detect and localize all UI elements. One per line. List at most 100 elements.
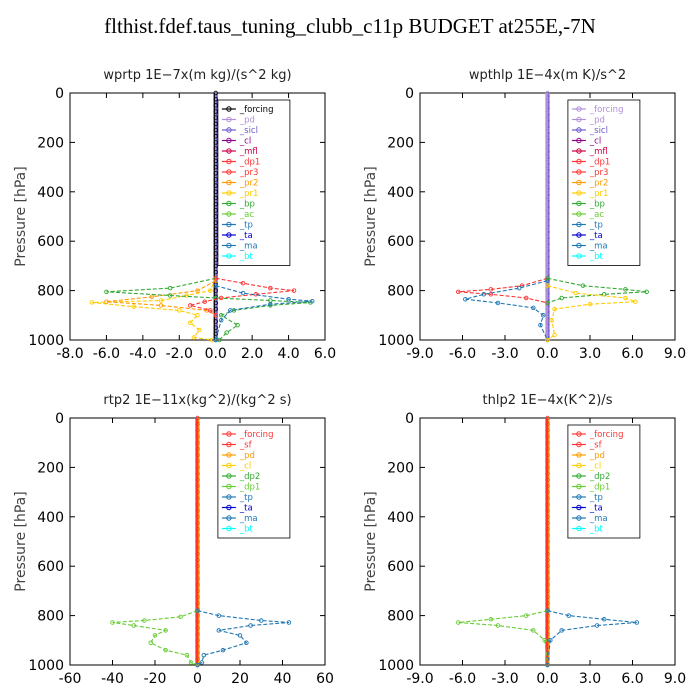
legend-label: _pr1 <box>239 189 259 199</box>
zero-line-marker <box>545 325 550 330</box>
legend-label: _pr3 <box>239 168 259 178</box>
y-tick-label: 0 <box>405 411 414 427</box>
series-point-dp1 <box>131 623 136 628</box>
legend-label: _sicl <box>589 126 608 136</box>
legend-label: _ma <box>589 514 608 524</box>
zero-line-marker <box>545 109 550 114</box>
zero-line-marker <box>545 331 550 337</box>
y-tick-label: 400 <box>37 185 64 201</box>
series-point-tp <box>545 662 550 668</box>
series-point-dp1 <box>188 660 194 665</box>
series-point-bp <box>104 289 109 295</box>
x-tick-label: -3.0 <box>491 671 518 687</box>
y-tick-label: 800 <box>387 284 414 300</box>
series-point-tp <box>228 308 233 313</box>
legend-marker <box>226 127 232 133</box>
x-tick-label: -9.0 <box>406 671 433 687</box>
series-point-pr1 <box>207 288 213 293</box>
plot-frame <box>69 92 326 341</box>
legend-marker <box>226 211 232 217</box>
series-point-tp <box>310 298 315 304</box>
zero-line-marker <box>195 415 200 421</box>
series-point-tp <box>634 620 640 625</box>
series-point-pr1 <box>195 313 200 318</box>
legend-label: _mfl <box>239 147 258 157</box>
series-point-pr1 <box>545 283 550 288</box>
zero-line-marker <box>545 483 550 489</box>
series-point-dp1 <box>184 652 190 658</box>
series-line-pr1 <box>91 278 217 341</box>
zero-line-marker <box>545 245 550 250</box>
legend-label: _cl <box>589 462 601 472</box>
zero-line-marker <box>545 428 550 433</box>
series-point-dp1 <box>495 623 501 628</box>
series-point-pr1 <box>573 290 579 296</box>
zero-line-marker <box>545 471 550 476</box>
series-point-pr1 <box>549 317 555 323</box>
zero-line-marker <box>545 545 550 550</box>
series-point-pr1 <box>184 293 189 298</box>
legend-marker <box>576 148 582 154</box>
legend-marker <box>226 494 232 500</box>
legend-marker <box>576 525 582 532</box>
y-tick-label: 200 <box>37 135 64 151</box>
series-point-pr2 <box>158 303 164 308</box>
zero-line-marker <box>545 269 550 275</box>
series-line-tp <box>546 610 637 666</box>
series-point-pr2 <box>195 288 200 293</box>
zero-line-marker <box>545 459 550 464</box>
zero-line-marker <box>545 238 550 244</box>
legend-label: _bt <box>589 525 604 535</box>
y-tick-label: 1000 <box>378 333 414 349</box>
y-axis-label: Pressure [hPa] <box>363 491 379 591</box>
series-point-pr1 <box>187 320 193 325</box>
legend-label: _tp <box>589 221 603 231</box>
series-point-dp1 <box>202 299 208 304</box>
series-point-pr1 <box>131 304 136 309</box>
series-line-pr1 <box>547 285 636 341</box>
legend-marker <box>576 116 582 123</box>
series-point-pr1 <box>89 300 95 305</box>
zero-line-marker <box>545 514 550 519</box>
series-point-bp <box>167 285 173 291</box>
chart-panel-3: rtp2 1E−11x(kg^2)/(kg^2 s) Pressure [hPa]… <box>13 393 334 687</box>
y-tick-label: 600 <box>387 559 414 575</box>
legend-box <box>567 424 641 539</box>
series-point-tp <box>259 618 264 623</box>
panel-title: thlp2 1E−4x(K^2)/s <box>483 393 613 408</box>
zero-line-marker <box>195 489 200 495</box>
zero-line-marker <box>195 588 200 594</box>
zero-line-marker <box>545 164 550 170</box>
legend-marker <box>576 127 582 133</box>
legend-marker <box>576 106 582 112</box>
zero-line-marker <box>545 319 550 324</box>
series-point-dp1 <box>456 289 461 295</box>
legend-marker <box>576 242 582 249</box>
series-point-bp <box>644 289 649 295</box>
x-tick-label: -9.0 <box>406 346 433 362</box>
x-tick-label: -60 <box>59 671 82 687</box>
legend-marker <box>576 200 582 207</box>
series-point-dp1 <box>163 628 168 633</box>
y-axis-label: Pressure [hPa] <box>363 166 379 266</box>
series-point-tp <box>548 638 553 643</box>
zero-line-marker <box>545 434 550 439</box>
series-point-tp <box>286 296 291 302</box>
legend-marker <box>576 483 582 490</box>
legend-marker <box>576 473 582 479</box>
legend-marker <box>226 483 232 490</box>
series-point-tp <box>495 300 501 306</box>
zero-line-marker <box>195 471 200 476</box>
x-tick-label: 4.0 <box>277 346 299 362</box>
series-point-tp <box>594 623 600 628</box>
zero-line-marker <box>213 300 218 306</box>
legend-marker <box>576 232 582 238</box>
zero-line-marker <box>545 195 550 201</box>
legend-label: _tp <box>239 221 253 231</box>
series-point-bp <box>559 295 564 301</box>
series-point-dp1 <box>524 613 529 618</box>
series-point-tp <box>268 301 273 307</box>
zero-line-marker <box>545 183 550 188</box>
series-point-tp <box>559 628 564 633</box>
series-point-tp <box>538 322 543 328</box>
